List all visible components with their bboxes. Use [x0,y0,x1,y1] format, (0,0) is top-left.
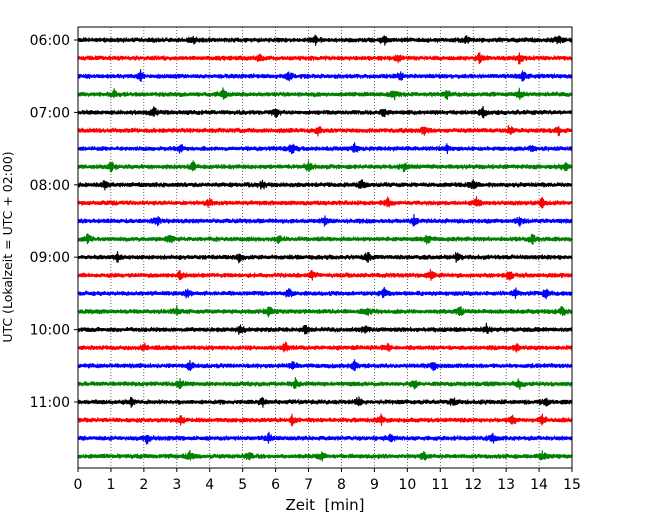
y-axis-ticks: 06:00 07:00 08:00 09:00 10:00 11:00 [30,33,78,411]
x-tick-label: 14 [530,477,548,493]
x-tick-label: 4 [205,477,214,493]
trace-11:45 [77,449,573,462]
y-tick-label: 07:00 [30,105,70,121]
y-tick-label: 09:00 [30,250,70,266]
trace-08:15 [77,196,573,209]
trace-08:45 [77,233,573,245]
trace-10:15 [77,341,573,353]
x-tick-label: 9 [370,477,379,493]
trace-06:00 [77,34,573,46]
x-tick-label: 7 [304,477,313,493]
y-tick-label: 08:00 [30,178,70,194]
traces [77,34,573,462]
trace-09:45 [77,304,573,318]
trace-07:45 [77,160,573,173]
x-tick-label: 11 [431,477,449,493]
trace-08:00 [77,179,573,191]
trace-07:15 [77,125,573,137]
trace-11:30 [77,431,573,445]
trace-07:30 [77,142,573,155]
trace-06:30 [77,69,573,82]
trace-07:00 [77,105,573,119]
x-tick-label: 12 [464,477,482,493]
y-axis-label: UTC (Lokalzeit = UTC + 02:00) [0,151,15,342]
x-axis-label: Zeit [min] [285,496,364,514]
x-tick-label: 1 [106,477,115,493]
x-tick-label: 10 [398,477,416,493]
trace-06:15 [77,52,573,65]
trace-08:30 [77,214,573,227]
x-tick-label: 13 [497,477,515,493]
x-tick-label: 0 [74,477,83,493]
trace-09:30 [77,286,573,300]
y-tick-label: 10:00 [30,323,70,339]
trace-11:15 [77,413,573,427]
x-tick-label: 8 [337,477,346,493]
x-axis-ticks: 0 1 2 3 4 5 6 7 8 9 10 11 12 13 14 15 [74,468,581,493]
x-tick-label: 5 [238,477,247,493]
trace-09:00 [77,251,573,264]
trace-10:45 [77,377,573,390]
x-tick-label: 2 [139,477,148,493]
x-tick-label: 3 [172,477,181,493]
y-tick-label: 11:00 [30,395,70,411]
trace-11:00 [77,396,573,408]
plot-frame [77,26,573,469]
x-tick-label: 6 [271,477,280,493]
y-tick-label: 06:00 [30,33,70,49]
x-tick-label: 15 [563,477,581,493]
trace-06:45 [77,87,573,101]
trace-09:15 [77,268,573,281]
trace-10:30 [77,359,573,372]
trace-10:00 [77,322,573,335]
